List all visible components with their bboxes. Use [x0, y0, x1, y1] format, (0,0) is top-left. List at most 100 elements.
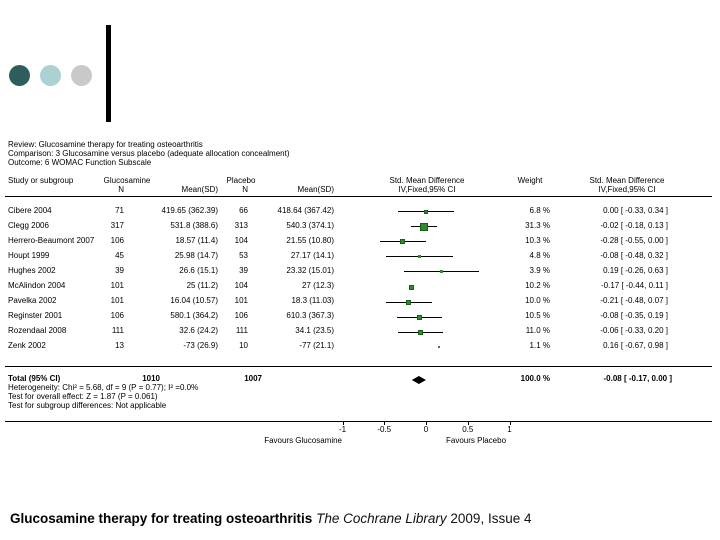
study-n2: 10: [239, 341, 248, 351]
effect-marker: [418, 329, 424, 335]
study-smd-text: -0.08 [ -0.35, 0.19 ]: [600, 311, 668, 321]
study-weight: 3.9 %: [529, 265, 550, 275]
comparison-line: Comparison: 3 Glucosamine versus placebo…: [8, 149, 290, 158]
study-mean-sd2: 21.55 (10.80): [286, 235, 334, 245]
study-smd-text: 0.16 [ -0.67, 0.98 ]: [603, 341, 668, 351]
study-weight: 31.3 %: [525, 220, 550, 230]
study-mean-sd1: 32.6 (24.2): [179, 326, 218, 336]
study-mean-sd2: 27.17 (14.1): [290, 250, 334, 260]
col-header-mean-sd2: Mean(SD): [297, 185, 334, 194]
effect-marker: [424, 209, 428, 214]
study-n1: 101: [110, 281, 124, 290]
study-n2: 53: [239, 250, 248, 260]
study-n2: 66: [239, 205, 248, 215]
study-name: Clegg 2006: [8, 220, 49, 230]
outcome-line: Outcome: 6 WOMAC Function Subscale: [8, 158, 152, 167]
study-n2: 104: [234, 235, 248, 245]
study-n2: 106: [234, 311, 248, 321]
study-smd-text: 0.00 [ -0.33, 0.34 ]: [603, 205, 668, 215]
study-mean-sd1: 18.57 (11.4): [175, 235, 218, 245]
study-n2: 111: [235, 326, 248, 336]
study-n1: 39: [115, 265, 124, 275]
study-name: Houpt 1999: [8, 250, 50, 260]
study-weight: 4.8 %: [529, 250, 550, 260]
axis-tick: [426, 421, 427, 425]
study-mean-sd1: 16.04 (10.57): [170, 296, 218, 306]
study-name: Zenk 2002: [8, 341, 46, 351]
study-smd-text: -0.06 [ -0.33, 0.20 ]: [600, 326, 668, 336]
study-weight: 10.3 %: [525, 235, 550, 245]
study-n1: 71: [115, 205, 124, 215]
study-n1: 101: [110, 296, 124, 306]
total-rule: [5, 366, 712, 367]
study-name: Pavelka 2002: [8, 296, 57, 306]
study-mean-sd1: 531.8 (388.6): [170, 220, 218, 230]
study-mean-sd1: 26.6 (15.1): [179, 265, 218, 275]
study-weight: 10.2 %: [525, 281, 550, 290]
effect-marker: [420, 222, 429, 231]
study-mean-sd2: 18.3 (11.03): [291, 296, 334, 306]
total-n1: 1010: [142, 374, 160, 383]
study-smd-text: -0.08 [ -0.48, 0.32 ]: [600, 250, 668, 260]
study-n2: 313: [234, 220, 248, 230]
study-mean-sd2: 610.3 (367.3): [286, 311, 334, 321]
study-weight: 10.0 %: [525, 296, 550, 306]
study-n1: 13: [115, 341, 124, 351]
col-header-glucosamine: Glucosamine: [103, 176, 151, 185]
axis-tick: [509, 421, 511, 425]
study-mean-sd2: 23.32 (15.01): [286, 265, 334, 275]
study-n2: 39: [239, 265, 248, 275]
study-name: Hughes 2002: [8, 265, 56, 275]
effect-marker: [409, 284, 415, 290]
study-name: Reginster 2001: [8, 311, 63, 321]
subgroup-diff-note: Test for subgroup differences: Not appli…: [8, 401, 167, 410]
total-smd-text: -0.08 [ -0.17, 0.00 ]: [603, 374, 672, 383]
study-mean-sd2: 418.64 (367.42): [277, 205, 335, 215]
study-mean-sd1: 25.98 (14.7): [174, 250, 218, 260]
study-smd-text: -0.21 [ -0.48, 0.07 ]: [600, 296, 668, 306]
total-label: Total (95% CI): [8, 374, 61, 383]
study-weight: 6.8 %: [529, 205, 550, 215]
study-mean-sd1: 25 (11.2): [186, 281, 218, 290]
study-mean-sd1: 580.1 (364.2): [170, 311, 218, 321]
axis-rule: [5, 421, 712, 422]
study-n1: 106: [110, 235, 124, 245]
study-name: Herrero-Beaumont 2007: [8, 235, 95, 245]
study-weight: 10.5 %: [525, 311, 550, 321]
favours-right-label: Favours Placebo: [446, 436, 507, 445]
decor-circle-teal: [40, 65, 61, 86]
study-n2: 101: [234, 296, 248, 306]
effect-marker: [405, 299, 411, 305]
total-diamond: [411, 376, 426, 384]
col-header-placebo: Placebo: [226, 176, 256, 185]
favours-left-label: Favours Glucosamine: [264, 436, 342, 445]
caption-title: Glucosamine therapy for treating osteoar…: [10, 511, 313, 526]
axis-tick-label: 1: [507, 425, 512, 434]
decor-circle-gray: [71, 65, 92, 86]
axis-tick-label: -0.5: [377, 425, 392, 434]
overall-effect-note: Test for overall effect: Z = 1.87 (P = 0…: [8, 392, 158, 401]
header-rule: [5, 196, 712, 197]
review-line: Review: Glucosamine therapy for treating…: [8, 140, 203, 149]
col-header-study: Study or subgroup: [8, 176, 74, 185]
col-header-n2: N: [242, 185, 248, 194]
decor-vertical-bar: [106, 25, 111, 122]
study-mean-sd2: -77 (21.1): [299, 341, 334, 351]
study-smd-text: -0.28 [ -0.55, 0.00 ]: [600, 235, 668, 245]
col-header-smd-plot-2: IV,Fixed,95% CI: [398, 185, 456, 194]
axis-tick: [342, 421, 344, 425]
study-mean-sd1: 419.65 (362.39): [161, 205, 219, 215]
study-mean-sd2: 27 (12.3): [301, 281, 334, 290]
study-weight: 11.0 %: [525, 326, 550, 336]
study-name: Cibere 2004: [8, 205, 52, 215]
effect-marker: [400, 239, 406, 245]
study-n1: 111: [111, 326, 124, 336]
col-header-mean-sd1: Mean(SD): [181, 185, 218, 194]
study-n1: 106: [110, 311, 124, 321]
axis-tick-label: 0: [423, 425, 429, 434]
caption-issue: 2009, Issue 4: [446, 511, 532, 526]
col-header-smd-text-1: Std. Mean Difference: [589, 176, 665, 185]
study-name: McAlindon 2004: [8, 281, 66, 290]
effect-marker: [438, 346, 441, 349]
